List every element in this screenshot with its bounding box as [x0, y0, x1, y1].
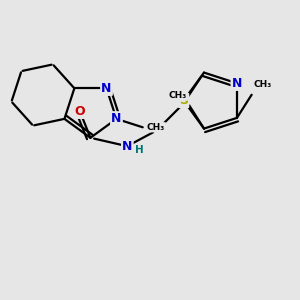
Text: N: N: [232, 77, 242, 90]
Text: CH₃: CH₃: [254, 80, 272, 89]
Text: N: N: [101, 82, 112, 95]
Text: CH₃: CH₃: [254, 80, 272, 89]
Text: O: O: [75, 105, 85, 118]
Text: N: N: [122, 140, 132, 153]
Text: S: S: [179, 94, 188, 107]
Text: CH₃: CH₃: [147, 123, 165, 132]
Text: N: N: [111, 112, 122, 125]
Text: CH₃: CH₃: [169, 91, 187, 100]
Text: CH₃: CH₃: [147, 123, 165, 132]
Text: N: N: [122, 140, 132, 153]
Text: H: H: [136, 146, 144, 155]
Text: N: N: [101, 82, 112, 95]
Text: H: H: [136, 146, 144, 155]
Text: N: N: [232, 77, 242, 90]
Text: CH₃: CH₃: [169, 91, 187, 100]
Text: S: S: [179, 94, 188, 107]
Text: O: O: [75, 105, 85, 118]
Text: N: N: [111, 112, 122, 125]
